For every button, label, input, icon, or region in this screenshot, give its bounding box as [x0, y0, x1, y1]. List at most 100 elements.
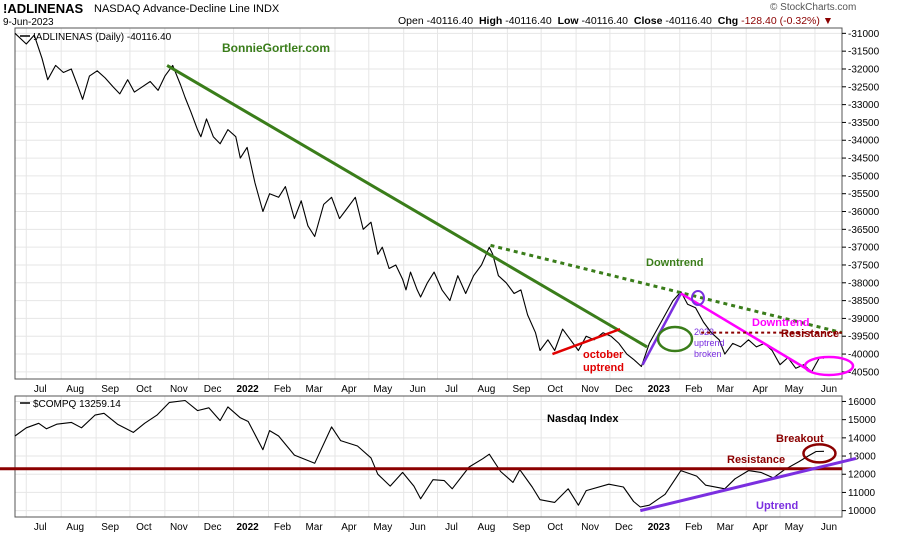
- source-credit: © StockCharts.com: [770, 2, 857, 13]
- price-line: [14, 32, 825, 373]
- breakout-circle: [802, 443, 837, 464]
- y-tick-label: -34000: [848, 136, 880, 147]
- y-tick-label: -33500: [848, 118, 880, 129]
- x-tick-label: May: [785, 522, 804, 533]
- x-tick-label: Mar: [305, 384, 323, 395]
- quote-chg-label: Chg: [717, 15, 739, 27]
- y-tick-label: 14000: [848, 433, 876, 444]
- quote-high-label: High: [478, 15, 503, 27]
- x-tick-label: Jul: [34, 384, 47, 395]
- x-tick-label: Jun: [821, 522, 837, 533]
- y-tick-label: 13000: [848, 452, 876, 463]
- october-uptrend-label: october: [583, 349, 624, 361]
- x-tick-label: Oct: [136, 384, 152, 395]
- x-tick-label: 2022: [236, 522, 259, 533]
- y-tick-label: -35500: [848, 189, 880, 200]
- y-tick-label: -40000: [848, 350, 880, 361]
- x-tick-label: 2022: [236, 384, 259, 395]
- x-tick-label: Sep: [512, 384, 530, 395]
- x-tick-label: Jul: [34, 522, 47, 533]
- resistance-label: Resistance: [781, 328, 839, 340]
- quote-close-value: -40116.40: [665, 15, 712, 27]
- x-tick-label: Jun: [410, 522, 426, 533]
- x-tick-label: Sep: [512, 522, 530, 533]
- x-tick-label: May: [373, 384, 392, 395]
- y-tick-label: -39500: [848, 332, 880, 343]
- quote-chg-value: -128.40 (-0.32%): [741, 15, 820, 27]
- panel-title: $COMPQ 13259.14: [33, 399, 121, 410]
- x-tick-label: Jun: [821, 384, 837, 395]
- x-tick-label: Apr: [752, 384, 768, 395]
- bottom-circle: [803, 355, 855, 377]
- quote-open-label: Open: [398, 15, 424, 27]
- x-tick-label: Aug: [478, 522, 496, 533]
- panel-title: !ADLINENAS (Daily) -40116.40: [33, 32, 172, 43]
- y-tick-label: -36500: [848, 225, 880, 236]
- x-tick-label: May: [785, 384, 804, 395]
- quote-high-value: -40116.40: [505, 15, 552, 27]
- x-tick-label: 2023: [648, 522, 671, 533]
- x-tick-label: Dec: [615, 384, 633, 395]
- y-tick-label: -36000: [848, 207, 880, 218]
- quote-bar: Open -40116.40 High -40116.40 Low -40116…: [398, 15, 833, 27]
- peak-circle: [691, 290, 705, 306]
- y-tick-label: -31500: [848, 47, 880, 58]
- x-tick-label: Sep: [101, 384, 119, 395]
- panel-frame: [14, 27, 843, 380]
- y-tick-label: -31000: [848, 29, 880, 40]
- quote-low-value: -40116.40: [581, 15, 629, 27]
- x-tick-label: 2023: [648, 384, 671, 395]
- quote-close-label: Close: [633, 15, 663, 27]
- x-tick-label: Oct: [547, 384, 563, 395]
- x-tick-label: Apr: [341, 522, 357, 533]
- y-tick-label: 10000: [848, 506, 876, 517]
- x-tick-label: Feb: [685, 384, 703, 395]
- x-tick-label: Jul: [445, 384, 458, 395]
- chart-symbol: !ADLINENAS: [3, 1, 84, 16]
- chart-date: 9-Jun-2023: [3, 17, 54, 28]
- y-tick-label: 16000: [848, 397, 876, 408]
- x-tick-label: Jun: [410, 384, 426, 395]
- x-tick-label: Aug: [478, 384, 496, 395]
- y-tick-label: -32000: [848, 64, 880, 75]
- y-tick-label: -33000: [848, 100, 880, 111]
- x-tick-label: Feb: [685, 522, 703, 533]
- down-arrow-icon: ▼: [822, 15, 834, 27]
- x-tick-label: Oct: [136, 522, 152, 533]
- quote-open-value: -40116.40: [426, 15, 474, 27]
- main-downtrend-line: [166, 64, 648, 349]
- x-tick-label: Nov: [170, 522, 188, 533]
- x-tick-label: Oct: [547, 522, 563, 533]
- x-tick-label: Jul: [445, 522, 458, 533]
- x-tick-label: Sep: [101, 522, 119, 533]
- x-tick-label: Mar: [305, 522, 323, 533]
- x-tick-label: Mar: [717, 384, 735, 395]
- panel-subtitle: Nasdaq Index: [547, 413, 619, 425]
- y-tick-label: -39000: [848, 314, 880, 325]
- x-tick-label: Mar: [717, 522, 735, 533]
- x-tick-label: Dec: [204, 522, 222, 533]
- october-uptrend-line: [552, 327, 621, 356]
- nasdaq-panel: 10000 11000 12000 13000 14000 15000 16000 Jul Au…: [0, 395, 876, 533]
- downtrend-2023-label: Downtrend: [752, 317, 809, 329]
- october-uptrend-label: uptrend: [583, 362, 624, 374]
- resistance-label: Resistance: [727, 454, 785, 466]
- uptrend-2023-label: uptrend: [694, 338, 725, 348]
- x-tick-label: Feb: [274, 522, 292, 533]
- watermark: BonnieGortler.com: [222, 41, 330, 55]
- x-tick-label: Aug: [66, 522, 84, 533]
- x-tick-label: Dec: [615, 522, 633, 533]
- breakout-label: Breakout: [776, 433, 824, 445]
- x-tick-label: Aug: [66, 384, 84, 395]
- x-tick-label: May: [373, 522, 392, 533]
- y-tick-label: -38000: [848, 278, 880, 289]
- y-tick-label: 11000: [848, 488, 876, 499]
- y-tick-label: -35000: [848, 171, 880, 182]
- x-tick-label: Apr: [752, 522, 768, 533]
- breakdown-circle: [656, 325, 694, 353]
- uptrend-line: [639, 456, 857, 513]
- x-tick-label: Feb: [274, 384, 292, 395]
- y-tick-label: -34500: [848, 154, 880, 165]
- x-tick-label: Dec: [204, 384, 222, 395]
